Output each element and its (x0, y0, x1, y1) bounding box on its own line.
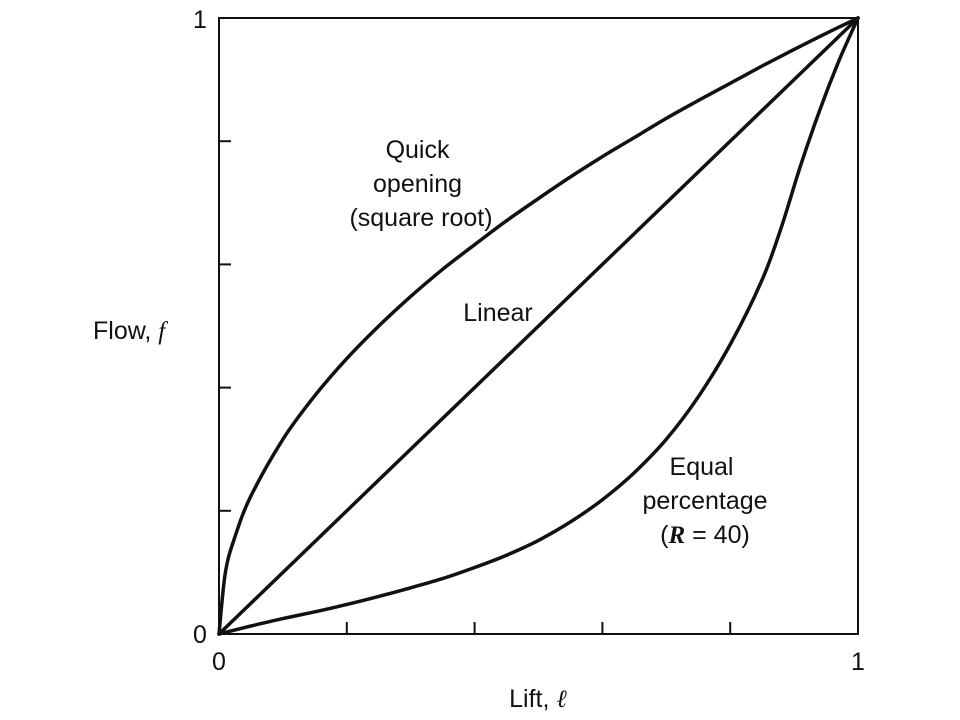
curve-equal-percentage (217, 16, 860, 636)
label-equal-percentage: Equal percentage (642, 453, 767, 515)
y-axis-label-text: Flow, (93, 317, 158, 345)
label-equal-line-1: Equal (670, 453, 734, 481)
label-quick-opening: Quick opening (square root) (349, 136, 492, 232)
y-axis-label-var: f (158, 318, 168, 345)
label-equal-R-var: R (668, 522, 686, 549)
label-quick-line-2: opening (373, 170, 462, 198)
label-quick-line-3: (square root) (349, 204, 492, 232)
label-quick-line-1: Quick (386, 136, 450, 164)
x-axis-label-text: Lift, (509, 685, 556, 713)
label-linear: Linear (463, 299, 533, 327)
curves (217, 16, 860, 636)
label-equal-line-2: percentage (642, 487, 767, 515)
x-tick-label-right: 1 (851, 648, 865, 676)
plot-frame (218, 17, 859, 635)
y-tick-label-bottom: 0 (193, 621, 207, 649)
label-equal-R-open: ( (660, 521, 669, 549)
tick-marks (219, 140, 732, 634)
x-axis-label: Lift, ℓ (509, 685, 567, 713)
y-tick-label-top: 1 (193, 6, 207, 34)
curve-quick-opening (217, 16, 860, 636)
label-equal-R: (R = 40) (660, 521, 750, 549)
x-tick-label-left: 0 (212, 648, 226, 676)
label-equal-R-rest: = 40) (685, 521, 750, 549)
x-axis-label-var: ℓ (556, 686, 567, 713)
curve-linear (217, 16, 860, 636)
y-axis-label: Flow, f (93, 317, 168, 345)
